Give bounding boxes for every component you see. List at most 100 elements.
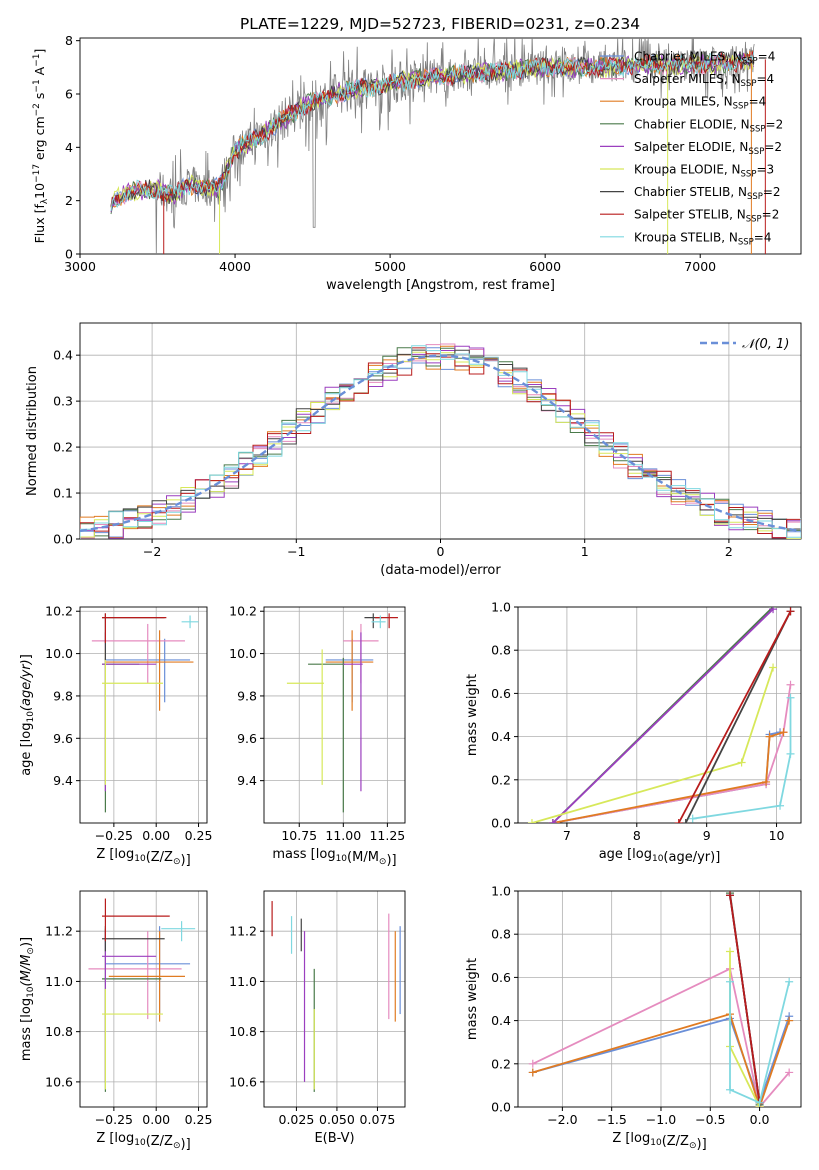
y-tick-label: 4 bbox=[65, 140, 73, 155]
x-tick-label: 10.75 bbox=[281, 828, 317, 843]
data-marker bbox=[785, 977, 794, 986]
data-marker bbox=[528, 1068, 537, 1077]
y-tick-label: 8 bbox=[65, 33, 73, 48]
x-tick-label: −0.25 bbox=[95, 1112, 133, 1127]
spectrum-legend: Chabrier MILES, NSSP=4 Salpeter MILES, NS… bbox=[600, 50, 783, 247]
x-tick-label: 7000 bbox=[684, 259, 716, 274]
mass-weight-vs-z-lines bbox=[528, 891, 794, 1107]
mass-vs-z-errorbars bbox=[88, 898, 196, 1092]
data-marker bbox=[776, 801, 785, 810]
y-tick-label: 0.2 bbox=[491, 1056, 511, 1071]
series-kroupa-elodie bbox=[527, 663, 778, 823]
legend-entry: Kroupa MILES, NSSP=4 bbox=[634, 95, 766, 112]
x-tick-label: 10 bbox=[769, 828, 785, 843]
x-tick-label: 9 bbox=[703, 828, 711, 843]
x-tick-label: 0.25 bbox=[185, 828, 213, 843]
legend-entry: Salpeter MILES, NSSP=4 bbox=[634, 72, 774, 89]
errorbar-kroupa-stelib bbox=[181, 615, 199, 629]
y-tick-label: 10.0 bbox=[45, 646, 73, 661]
figure-title: PLATE=1229, MJD=52723, FIBERID=0231, z=0… bbox=[240, 15, 640, 33]
mass-weight-vs-z-panel: −2.0 −1.5 −1.0 −0.5 0.0 0.0 0.2 0.4 0.6 0.8 1.0 Z [… bbox=[465, 884, 802, 1152]
x-tick-label: 0 bbox=[437, 544, 445, 559]
data-marker bbox=[527, 819, 536, 823]
y-tick-label: 11.0 bbox=[45, 974, 73, 989]
errorbar-kroupa-elodie bbox=[102, 649, 163, 785]
y-tick-label: 0.8 bbox=[491, 927, 511, 942]
y-tick-label: 1.0 bbox=[491, 884, 511, 899]
y-tick-label: 10.2 bbox=[45, 604, 73, 619]
y-axis-label: Normed distribution bbox=[25, 366, 40, 496]
x-tick-label: −1 bbox=[287, 544, 305, 559]
data-marker bbox=[779, 728, 788, 737]
x-tick-label: 6000 bbox=[529, 259, 561, 274]
y-tick-label: 0.2 bbox=[53, 440, 73, 455]
data-marker bbox=[785, 1068, 794, 1077]
errorbar-chabrier-stelib bbox=[102, 926, 165, 952]
data-marker bbox=[786, 680, 795, 689]
data-marker bbox=[762, 777, 771, 786]
x-tick-label: 0.25 bbox=[185, 1112, 213, 1127]
mass-weight-vs-z-frame bbox=[517, 890, 802, 1108]
x-axis-label: age [log10(age/yr)] bbox=[599, 847, 721, 865]
errorbar-kroupa-miles bbox=[108, 931, 185, 1022]
mass-weight-vs-age-lines bbox=[527, 607, 795, 823]
y-tick-label: 11.2 bbox=[229, 924, 257, 939]
mass-vs-ebv-grid bbox=[264, 891, 405, 1107]
y-tick-label: 0.0 bbox=[53, 532, 73, 547]
y-tick-label: 9.6 bbox=[53, 731, 73, 746]
data-marker bbox=[726, 891, 735, 900]
x-tick-label: 7 bbox=[563, 828, 571, 843]
x-tick-label: 1 bbox=[581, 544, 589, 559]
x-tick-label: 0.0 bbox=[750, 1112, 770, 1127]
legend-entry: Salpeter STELIB, NSSP=2 bbox=[634, 208, 779, 225]
spectrum-panel: 3000 4000 5000 6000 7000 0 2 4 6 8 wavelength [Ang… bbox=[32, 33, 802, 293]
errorbar-salpeter-miles bbox=[88, 931, 182, 1020]
model-spectrum-kroupa-stelib bbox=[110, 52, 755, 211]
y-tick-label: 0.2 bbox=[491, 772, 511, 787]
data-marker bbox=[786, 607, 795, 616]
data-marker bbox=[769, 607, 778, 614]
y-tick-label: 0.6 bbox=[491, 970, 511, 985]
legend-entry: Salpeter ELODIE, NSSP=2 bbox=[634, 140, 782, 157]
x-tick-label: 8 bbox=[633, 828, 641, 843]
x-tick-label: 11.00 bbox=[325, 828, 361, 843]
errorbar-chabrier-stelib bbox=[102, 613, 165, 660]
errorbar-kroupa-miles bbox=[105, 630, 194, 711]
histograms bbox=[80, 343, 801, 539]
model-spectrum-salpeter-stelib bbox=[110, 51, 755, 208]
y-tick-label: 9.6 bbox=[237, 731, 257, 746]
mass-vs-z-grid bbox=[80, 891, 207, 1107]
data-marker bbox=[681, 819, 690, 823]
y-tick-label: 0.3 bbox=[53, 394, 73, 409]
mass-vs-z-panel: −0.25 0.00 0.25 10.6 10.8 11.0 11.2 Z [log10(Z/… bbox=[19, 890, 213, 1152]
y-tick-label: 9.4 bbox=[237, 773, 257, 788]
x-tick-label: −0.25 bbox=[95, 828, 133, 843]
errorbar-salpeter-stelib bbox=[375, 613, 398, 629]
age-vs-z-panel: −0.25 0.00 0.25 9.4 9.6 9.8 10.0 10.2 Z [log10(Z… bbox=[19, 604, 212, 868]
x-axis-label: Z [log10(Z/Z⊙)] bbox=[96, 847, 190, 868]
y-tick-label: 0.0 bbox=[491, 816, 511, 831]
age-vs-mass-grid bbox=[264, 607, 405, 823]
observed-spectrum bbox=[110, 38, 755, 254]
mass-vs-ebv-errorbars bbox=[271, 901, 401, 1092]
y-tick-label: 9.8 bbox=[53, 688, 73, 703]
x-axis-label: Z [log10(Z/Z⊙)] bbox=[96, 1131, 190, 1152]
errorbar-chabrier-elodie bbox=[102, 657, 140, 813]
errorbar-kroupa-stelib bbox=[371, 615, 386, 629]
y-axis-label: mass [log10(M/M⊙)] bbox=[19, 937, 36, 1061]
y-tick-label: 1.0 bbox=[491, 600, 511, 615]
y-axis-label: Flux [fλ10−17 erg cm−2 s−1 A−1] bbox=[32, 49, 50, 244]
legend-entry: Kroupa ELODIE, NSSP=3 bbox=[634, 163, 774, 180]
age-vs-z-grid bbox=[80, 607, 207, 823]
data-marker bbox=[786, 749, 795, 758]
y-tick-label: 0.4 bbox=[491, 729, 511, 744]
x-tick-label: 5000 bbox=[374, 259, 406, 274]
x-axis-label: mass [log10(M/M⊙)] bbox=[272, 847, 396, 868]
x-tick-label: −0.5 bbox=[695, 1112, 725, 1127]
x-tick-label: −1.5 bbox=[596, 1112, 626, 1127]
data-marker bbox=[786, 693, 795, 702]
errorbar-chabrier-miles bbox=[325, 638, 374, 703]
legend-entry: Chabrier MILES, NSSP=4 bbox=[634, 50, 775, 67]
series-salpeter-stelib bbox=[674, 607, 795, 823]
errorbar-salpeter-elodie bbox=[343, 632, 363, 792]
